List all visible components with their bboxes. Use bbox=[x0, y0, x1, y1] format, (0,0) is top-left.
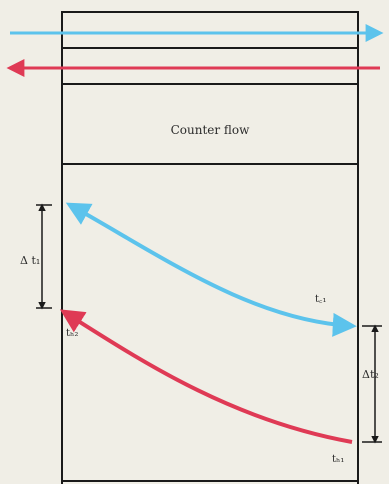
cold-stream-curve bbox=[65, 202, 357, 337]
cold-out-label: t꜀₁ bbox=[315, 294, 327, 305]
delta-left-label: Δ t₁ bbox=[20, 254, 40, 267]
hot-out-label: tₕ₂ bbox=[66, 328, 78, 339]
exchanger-top-box bbox=[61, 11, 359, 165]
diagram-title: Counter flow bbox=[171, 123, 251, 137]
delta-right-label: Δt₂ bbox=[362, 368, 379, 381]
hot-in-label: tₕ₁ bbox=[332, 454, 344, 465]
hot-stream-curve bbox=[59, 309, 353, 444]
